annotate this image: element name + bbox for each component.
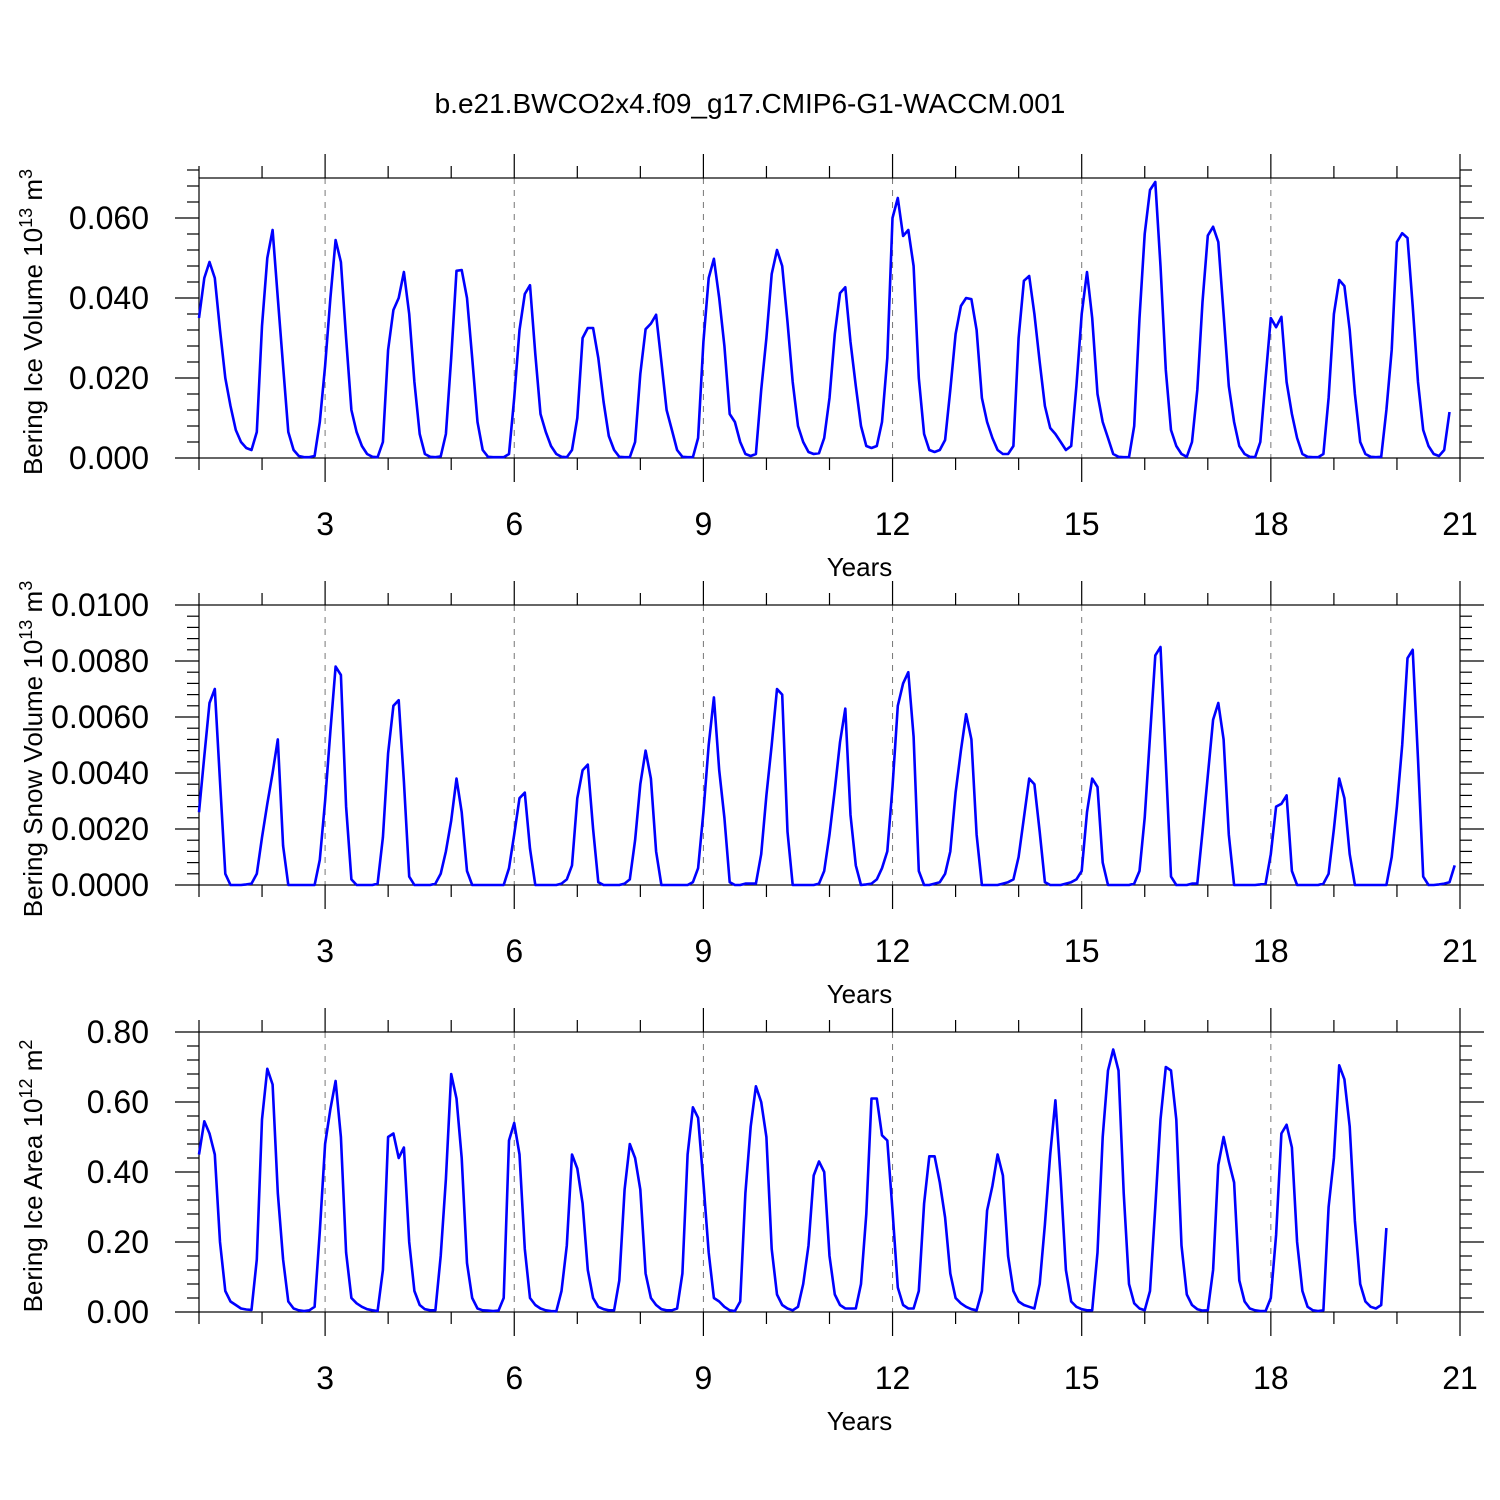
y-axis-title-unit-exp: 2 xyxy=(16,1040,36,1050)
x-tick-label: 15 xyxy=(1064,1360,1100,1396)
y-tick-label: 0.40 xyxy=(87,1154,149,1190)
figure-title: b.e21.BWCO2x4.f09_g17.CMIP6-G1-WACCM.001 xyxy=(435,88,1066,119)
panel-ice-area: 3 6 9 12 15 18 21 0.00 0.20 0.40 0.60 0.80 Years Beri… xyxy=(16,1008,1484,1436)
x-tick-label: 12 xyxy=(875,506,911,542)
x-tick-label: 6 xyxy=(505,1360,523,1396)
series-line-ice-volume xyxy=(197,180,1451,459)
y-axis-title-unit: m xyxy=(18,1050,48,1079)
x-tick-label: 9 xyxy=(695,1360,713,1396)
y-axis-title: Bering Ice Volume 1013 m3 xyxy=(16,169,48,475)
y-tick-label: 0.0100 xyxy=(51,587,149,623)
x-tick-label: 15 xyxy=(1064,933,1100,969)
x-tick-label: 18 xyxy=(1253,506,1289,542)
x-tick-label: 6 xyxy=(505,933,523,969)
x-tick-label: 3 xyxy=(316,1360,334,1396)
y-axis-title-exp: 13 xyxy=(16,620,36,640)
y-axis-title-main: Bering Snow Volume 10 xyxy=(18,640,48,918)
y-axis-title-main: Bering Ice Volume 10 xyxy=(18,228,48,475)
y-tick-label: 0.0060 xyxy=(51,699,149,735)
y-axis-title-exp: 13 xyxy=(16,208,36,228)
y-tick-label: 0.040 xyxy=(69,280,149,316)
y-tick-label: 0.0080 xyxy=(51,643,149,679)
x-tick-label: 21 xyxy=(1442,1360,1478,1396)
y-axis-title-main: Bering Ice Area 10 xyxy=(18,1099,48,1313)
y-tick-label: 0.80 xyxy=(87,1014,149,1050)
x-tick-label: 9 xyxy=(695,506,713,542)
y-tick-label: 0.060 xyxy=(69,200,149,236)
y-tick-label: 0.0020 xyxy=(51,811,149,847)
series-line-ice-area xyxy=(197,1048,1388,1313)
y-tick-label: 0.20 xyxy=(87,1224,149,1260)
y-tick-label: 0.020 xyxy=(69,360,149,396)
x-axis-title: Years xyxy=(827,1406,893,1436)
y-axis-title-unit-exp: 3 xyxy=(16,169,36,179)
panel-ice-volume: 3 6 9 12 15 18 21 0.000 0.020 0.040 0.060 Years Beri… xyxy=(16,154,1484,582)
y-tick-label: 0.000 xyxy=(69,440,149,476)
x-axis-title: Years xyxy=(827,552,893,582)
y-axis-title: Bering Snow Volume 1013 m3 xyxy=(16,581,48,917)
x-tick-label: 12 xyxy=(875,933,911,969)
x-tick-label: 3 xyxy=(316,506,334,542)
x-tick-label: 21 xyxy=(1442,506,1478,542)
x-tick-label: 9 xyxy=(695,933,713,969)
x-tick-label: 6 xyxy=(505,506,523,542)
y-axis-title-unit-exp: 3 xyxy=(16,581,36,591)
y-axis-title-exp: 12 xyxy=(16,1078,36,1098)
x-tick-label: 21 xyxy=(1442,933,1478,969)
y-tick-label: 0.0000 xyxy=(51,867,149,903)
y-tick-label: 0.00 xyxy=(87,1294,149,1330)
x-tick-label: 18 xyxy=(1253,1360,1289,1396)
y-axis-title-unit: m xyxy=(18,591,48,620)
y-tick-label: 0.0040 xyxy=(51,755,149,791)
x-tick-label: 12 xyxy=(875,1360,911,1396)
y-axis-title-unit: m xyxy=(18,179,48,208)
series-line-snow-volume xyxy=(197,645,1456,887)
y-axis-title: Bering Ice Area 1012 m2 xyxy=(16,1040,48,1313)
x-tick-label: 3 xyxy=(316,933,334,969)
panel-snow-volume: 3 6 9 12 15 18 21 0.0000 0.0020 0.0040 0.0060 0.008… xyxy=(16,581,1484,1009)
x-tick-label: 15 xyxy=(1064,506,1100,542)
x-tick-label: 18 xyxy=(1253,933,1289,969)
x-axis-title: Years xyxy=(827,979,893,1009)
y-tick-label: 0.60 xyxy=(87,1084,149,1120)
